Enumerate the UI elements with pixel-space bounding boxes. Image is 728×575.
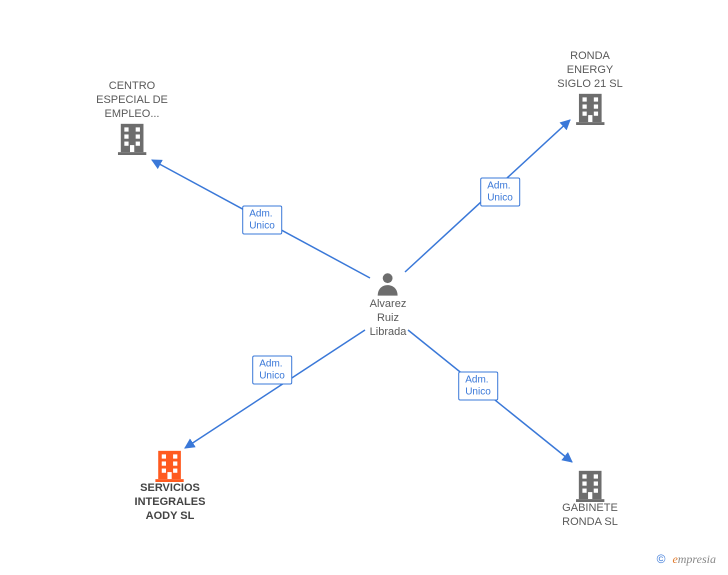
node-label-line: RONDA xyxy=(557,50,622,64)
node-label-line: ESPECIAL DE xyxy=(96,94,168,108)
node-label: GABINETERONDA SL xyxy=(562,502,618,530)
edge-label: Adm. Unico xyxy=(458,372,498,401)
node-icon-wrap xyxy=(135,448,206,482)
center-person-node[interactable]: AlvarezRuizLibrada xyxy=(370,270,407,339)
building-icon xyxy=(573,468,607,502)
node-icon-wrap xyxy=(96,121,168,155)
building-icon xyxy=(115,121,149,155)
edge-label: Adm. Unico xyxy=(242,206,282,235)
node-label-line: RONDA SL xyxy=(562,516,618,530)
edge-label-line1: Adm. xyxy=(259,359,282,370)
node-label-line: SIGLO 21 SL xyxy=(557,78,622,92)
edge-label-line2: Unico xyxy=(465,386,491,397)
node-label-line: AODY SL xyxy=(135,510,206,524)
node-label-line: Ruiz xyxy=(370,312,407,326)
node-label-line: CENTRO xyxy=(96,80,168,94)
node-label-line: ENERGY xyxy=(557,64,622,78)
watermark-brand-rest: mpresia xyxy=(678,552,716,566)
person-icon xyxy=(374,270,402,298)
node-icon-wrap xyxy=(562,468,618,502)
company-node[interactable]: RONDAENERGYSIGLO 21 SL xyxy=(557,50,622,125)
node-icon-wrap xyxy=(557,91,622,125)
watermark: © empresia xyxy=(657,552,716,567)
building-icon xyxy=(573,91,607,125)
edge-label-line1: Adm. xyxy=(249,209,272,220)
node-label-line: Librada xyxy=(370,326,407,340)
node-label-line: Alvarez xyxy=(370,298,407,312)
building-icon xyxy=(153,448,187,482)
edge-label-line1: Adm. xyxy=(465,375,488,386)
edge-label-line2: Unico xyxy=(249,220,275,231)
node-label-line: INTEGRALES xyxy=(135,496,206,510)
edge-label-line2: Unico xyxy=(487,192,513,203)
node-label: SERVICIOSINTEGRALESAODY SL xyxy=(135,482,206,523)
copyright-symbol: © xyxy=(657,552,666,566)
node-label: CENTROESPECIAL DEEMPLEO... xyxy=(96,80,168,121)
edge-label-line2: Unico xyxy=(259,370,285,381)
node-label-line: GABINETE xyxy=(562,502,618,516)
node-label: RONDAENERGYSIGLO 21 SL xyxy=(557,50,622,91)
node-label-line: EMPLEO... xyxy=(96,108,168,122)
company-node[interactable]: GABINETERONDA SL xyxy=(562,468,618,530)
node-icon-wrap xyxy=(370,270,407,298)
edge-label: Adm. Unico xyxy=(480,178,520,207)
edge-label: Adm. Unico xyxy=(252,356,292,385)
edge-label-line1: Adm. xyxy=(487,181,510,192)
company-node[interactable]: SERVICIOSINTEGRALESAODY SL xyxy=(135,448,206,523)
edge-line xyxy=(185,330,365,448)
company-node[interactable]: CENTROESPECIAL DEEMPLEO... xyxy=(96,80,168,155)
node-label-line: SERVICIOS xyxy=(135,482,206,496)
